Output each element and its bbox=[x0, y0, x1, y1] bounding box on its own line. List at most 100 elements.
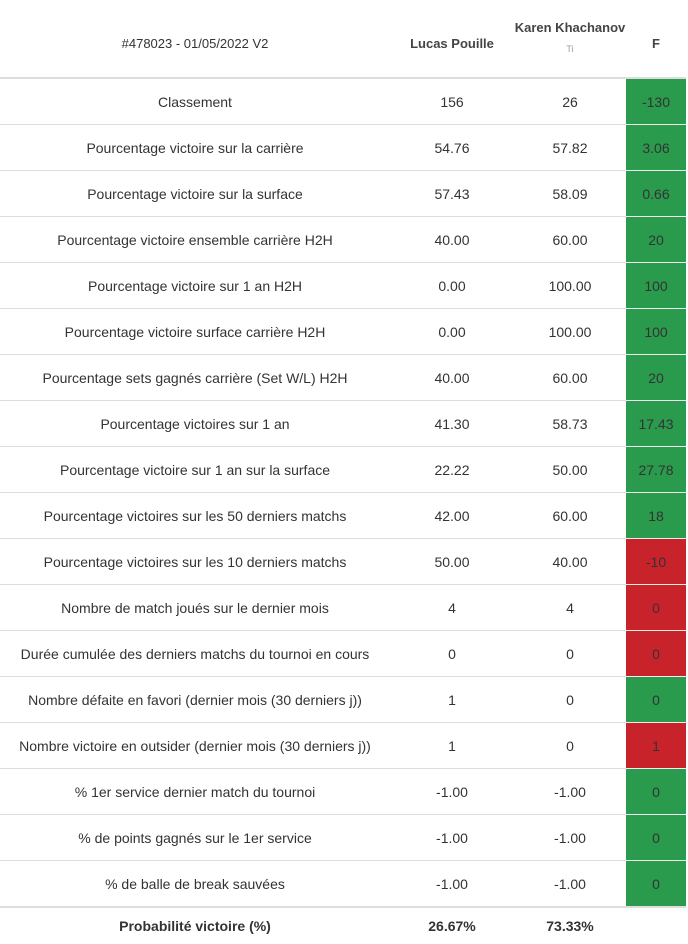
row-label: % de points gagnés sur le 1er service bbox=[0, 814, 390, 861]
row-label: Pourcentage victoires sur les 50 dernier… bbox=[0, 492, 390, 539]
player2-value: 4 bbox=[514, 584, 626, 631]
player2-value: 0 bbox=[514, 722, 626, 769]
row-label: Pourcentage victoires sur les 10 dernier… bbox=[0, 538, 390, 585]
row-label: Nombre défaite en favori (dernier mois (… bbox=[0, 676, 390, 723]
player2-value: 100.00 bbox=[514, 308, 626, 355]
table-row: % 1er service dernier match du tournoi -1… bbox=[0, 768, 686, 815]
player1-value: 40.00 bbox=[390, 216, 514, 263]
row-label: Classement bbox=[0, 78, 390, 125]
footer-label: Probabilité victoire (%) bbox=[0, 906, 390, 944]
diff-value: 0 bbox=[626, 584, 686, 631]
overflow-text: Ti bbox=[566, 44, 574, 54]
player1-value: -1.00 bbox=[390, 860, 514, 908]
table-row: Durée cumulée des derniers matchs du tou… bbox=[0, 630, 686, 677]
table-footer: Probabilité victoire (%) 26.67% 73.33% bbox=[0, 906, 686, 944]
header-title: #478023 - 01/05/2022 V2 bbox=[0, 0, 390, 79]
table-body: Classement 156 26 -130 Pourcentage victoire … bbox=[0, 78, 686, 908]
player1-value: 50.00 bbox=[390, 538, 514, 585]
player1-value: 0 bbox=[390, 630, 514, 677]
player2-name: Karen Khachanov bbox=[514, 20, 626, 35]
player2-value: -1.00 bbox=[514, 860, 626, 908]
player2-value: 40.00 bbox=[514, 538, 626, 585]
diff-value: 17.43 bbox=[626, 400, 686, 447]
table-row: Pourcentage victoires sur les 10 dernier… bbox=[0, 538, 686, 585]
row-label: Durée cumulée des derniers matchs du tou… bbox=[0, 630, 390, 677]
table-row: Pourcentage victoire sur 1 an H2H 0.00 100… bbox=[0, 262, 686, 309]
player2-value: 60.00 bbox=[514, 354, 626, 401]
player1-value: -1.00 bbox=[390, 768, 514, 815]
player1-value: 42.00 bbox=[390, 492, 514, 539]
player1-header: Lucas Pouille bbox=[390, 0, 514, 79]
player2-value: -1.00 bbox=[514, 814, 626, 861]
player2-value: 60.00 bbox=[514, 216, 626, 263]
diff-value: 20 bbox=[626, 216, 686, 263]
diff-value: -10 bbox=[626, 538, 686, 585]
row-label: Pourcentage victoire sur 1 an sur la sur… bbox=[0, 446, 390, 493]
diff-value: 0 bbox=[626, 676, 686, 723]
table-row: Classement 156 26 -130 bbox=[0, 78, 686, 125]
player2-value: 60.00 bbox=[514, 492, 626, 539]
diff-value: 27.78 bbox=[626, 446, 686, 493]
row-label: Nombre de match joués sur le dernier moi… bbox=[0, 584, 390, 631]
row-label: Pourcentage victoires sur 1 an bbox=[0, 400, 390, 447]
player1-value: 41.30 bbox=[390, 400, 514, 447]
row-label: Pourcentage victoire sur la carrière bbox=[0, 124, 390, 171]
table-row: Pourcentage victoire surface carrière H2… bbox=[0, 308, 686, 355]
player2-value: 57.82 bbox=[514, 124, 626, 171]
table-row: Pourcentage victoire sur la surface 57.43… bbox=[0, 170, 686, 217]
player2-value: 100.00 bbox=[514, 262, 626, 309]
row-label: % de balle de break sauvées bbox=[0, 860, 390, 908]
diff-value: -130 bbox=[626, 78, 686, 125]
player1-value: 22.22 bbox=[390, 446, 514, 493]
diff-value: 100 bbox=[626, 262, 686, 309]
player1-value: 1 bbox=[390, 722, 514, 769]
player1-value: 0.00 bbox=[390, 308, 514, 355]
table-row: % de points gagnés sur le 1er service -1.… bbox=[0, 814, 686, 861]
diff-value: 20 bbox=[626, 354, 686, 401]
player1-value: 40.00 bbox=[390, 354, 514, 401]
player2-value: 58.09 bbox=[514, 170, 626, 217]
diff-value: 3.06 bbox=[626, 124, 686, 171]
table-row: % de balle de break sauvées -1.00 -1.00 0 bbox=[0, 860, 686, 908]
table-row: Pourcentage victoire ensemble carrière H… bbox=[0, 216, 686, 263]
table-row: Pourcentage victoire sur la carrière 54.7… bbox=[0, 124, 686, 171]
player2-value: 50.00 bbox=[514, 446, 626, 493]
player2-value: 0 bbox=[514, 630, 626, 677]
player1-value: 4 bbox=[390, 584, 514, 631]
diff-header: F bbox=[626, 0, 686, 79]
player2-header: Karen Khachanov Ti bbox=[514, 0, 626, 79]
player1-value: 54.76 bbox=[390, 124, 514, 171]
row-label: Nombre victoire en outsider (dernier moi… bbox=[0, 722, 390, 769]
table-row: Pourcentage victoires sur 1 an 41.30 58.73… bbox=[0, 400, 686, 447]
row-label: Pourcentage victoire surface carrière H2… bbox=[0, 308, 390, 355]
row-label: Pourcentage victoire sur la surface bbox=[0, 170, 390, 217]
diff-value: 18 bbox=[626, 492, 686, 539]
player2-value: -1.00 bbox=[514, 768, 626, 815]
row-label: Pourcentage sets gagnés carrière (Set W/… bbox=[0, 354, 390, 401]
player1-value: 0.00 bbox=[390, 262, 514, 309]
player1-value: 1 bbox=[390, 676, 514, 723]
footer-p1: 26.67% bbox=[390, 906, 514, 944]
table-row: Nombre défaite en favori (dernier mois (… bbox=[0, 676, 686, 723]
diff-value: 1 bbox=[626, 722, 686, 769]
table-row: Pourcentage victoires sur les 50 dernier… bbox=[0, 492, 686, 539]
player1-value: 156 bbox=[390, 78, 514, 125]
table-row: Nombre de match joués sur le dernier moi… bbox=[0, 584, 686, 631]
footer-p2: 73.33% bbox=[514, 906, 626, 944]
player1-value: 57.43 bbox=[390, 170, 514, 217]
diff-value: 0.66 bbox=[626, 170, 686, 217]
diff-value: 100 bbox=[626, 308, 686, 355]
row-label: Pourcentage victoire sur 1 an H2H bbox=[0, 262, 390, 309]
diff-value: 0 bbox=[626, 630, 686, 677]
diff-value: 0 bbox=[626, 768, 686, 815]
player2-value: 26 bbox=[514, 78, 626, 125]
table-row: Pourcentage sets gagnés carrière (Set W/… bbox=[0, 354, 686, 401]
footer-empty bbox=[626, 906, 686, 944]
row-label: % 1er service dernier match du tournoi bbox=[0, 768, 390, 815]
player2-value: 58.73 bbox=[514, 400, 626, 447]
player2-value: 0 bbox=[514, 676, 626, 723]
table-row: Nombre victoire en outsider (dernier moi… bbox=[0, 722, 686, 769]
table-row: Pourcentage victoire sur 1 an sur la sur… bbox=[0, 446, 686, 493]
